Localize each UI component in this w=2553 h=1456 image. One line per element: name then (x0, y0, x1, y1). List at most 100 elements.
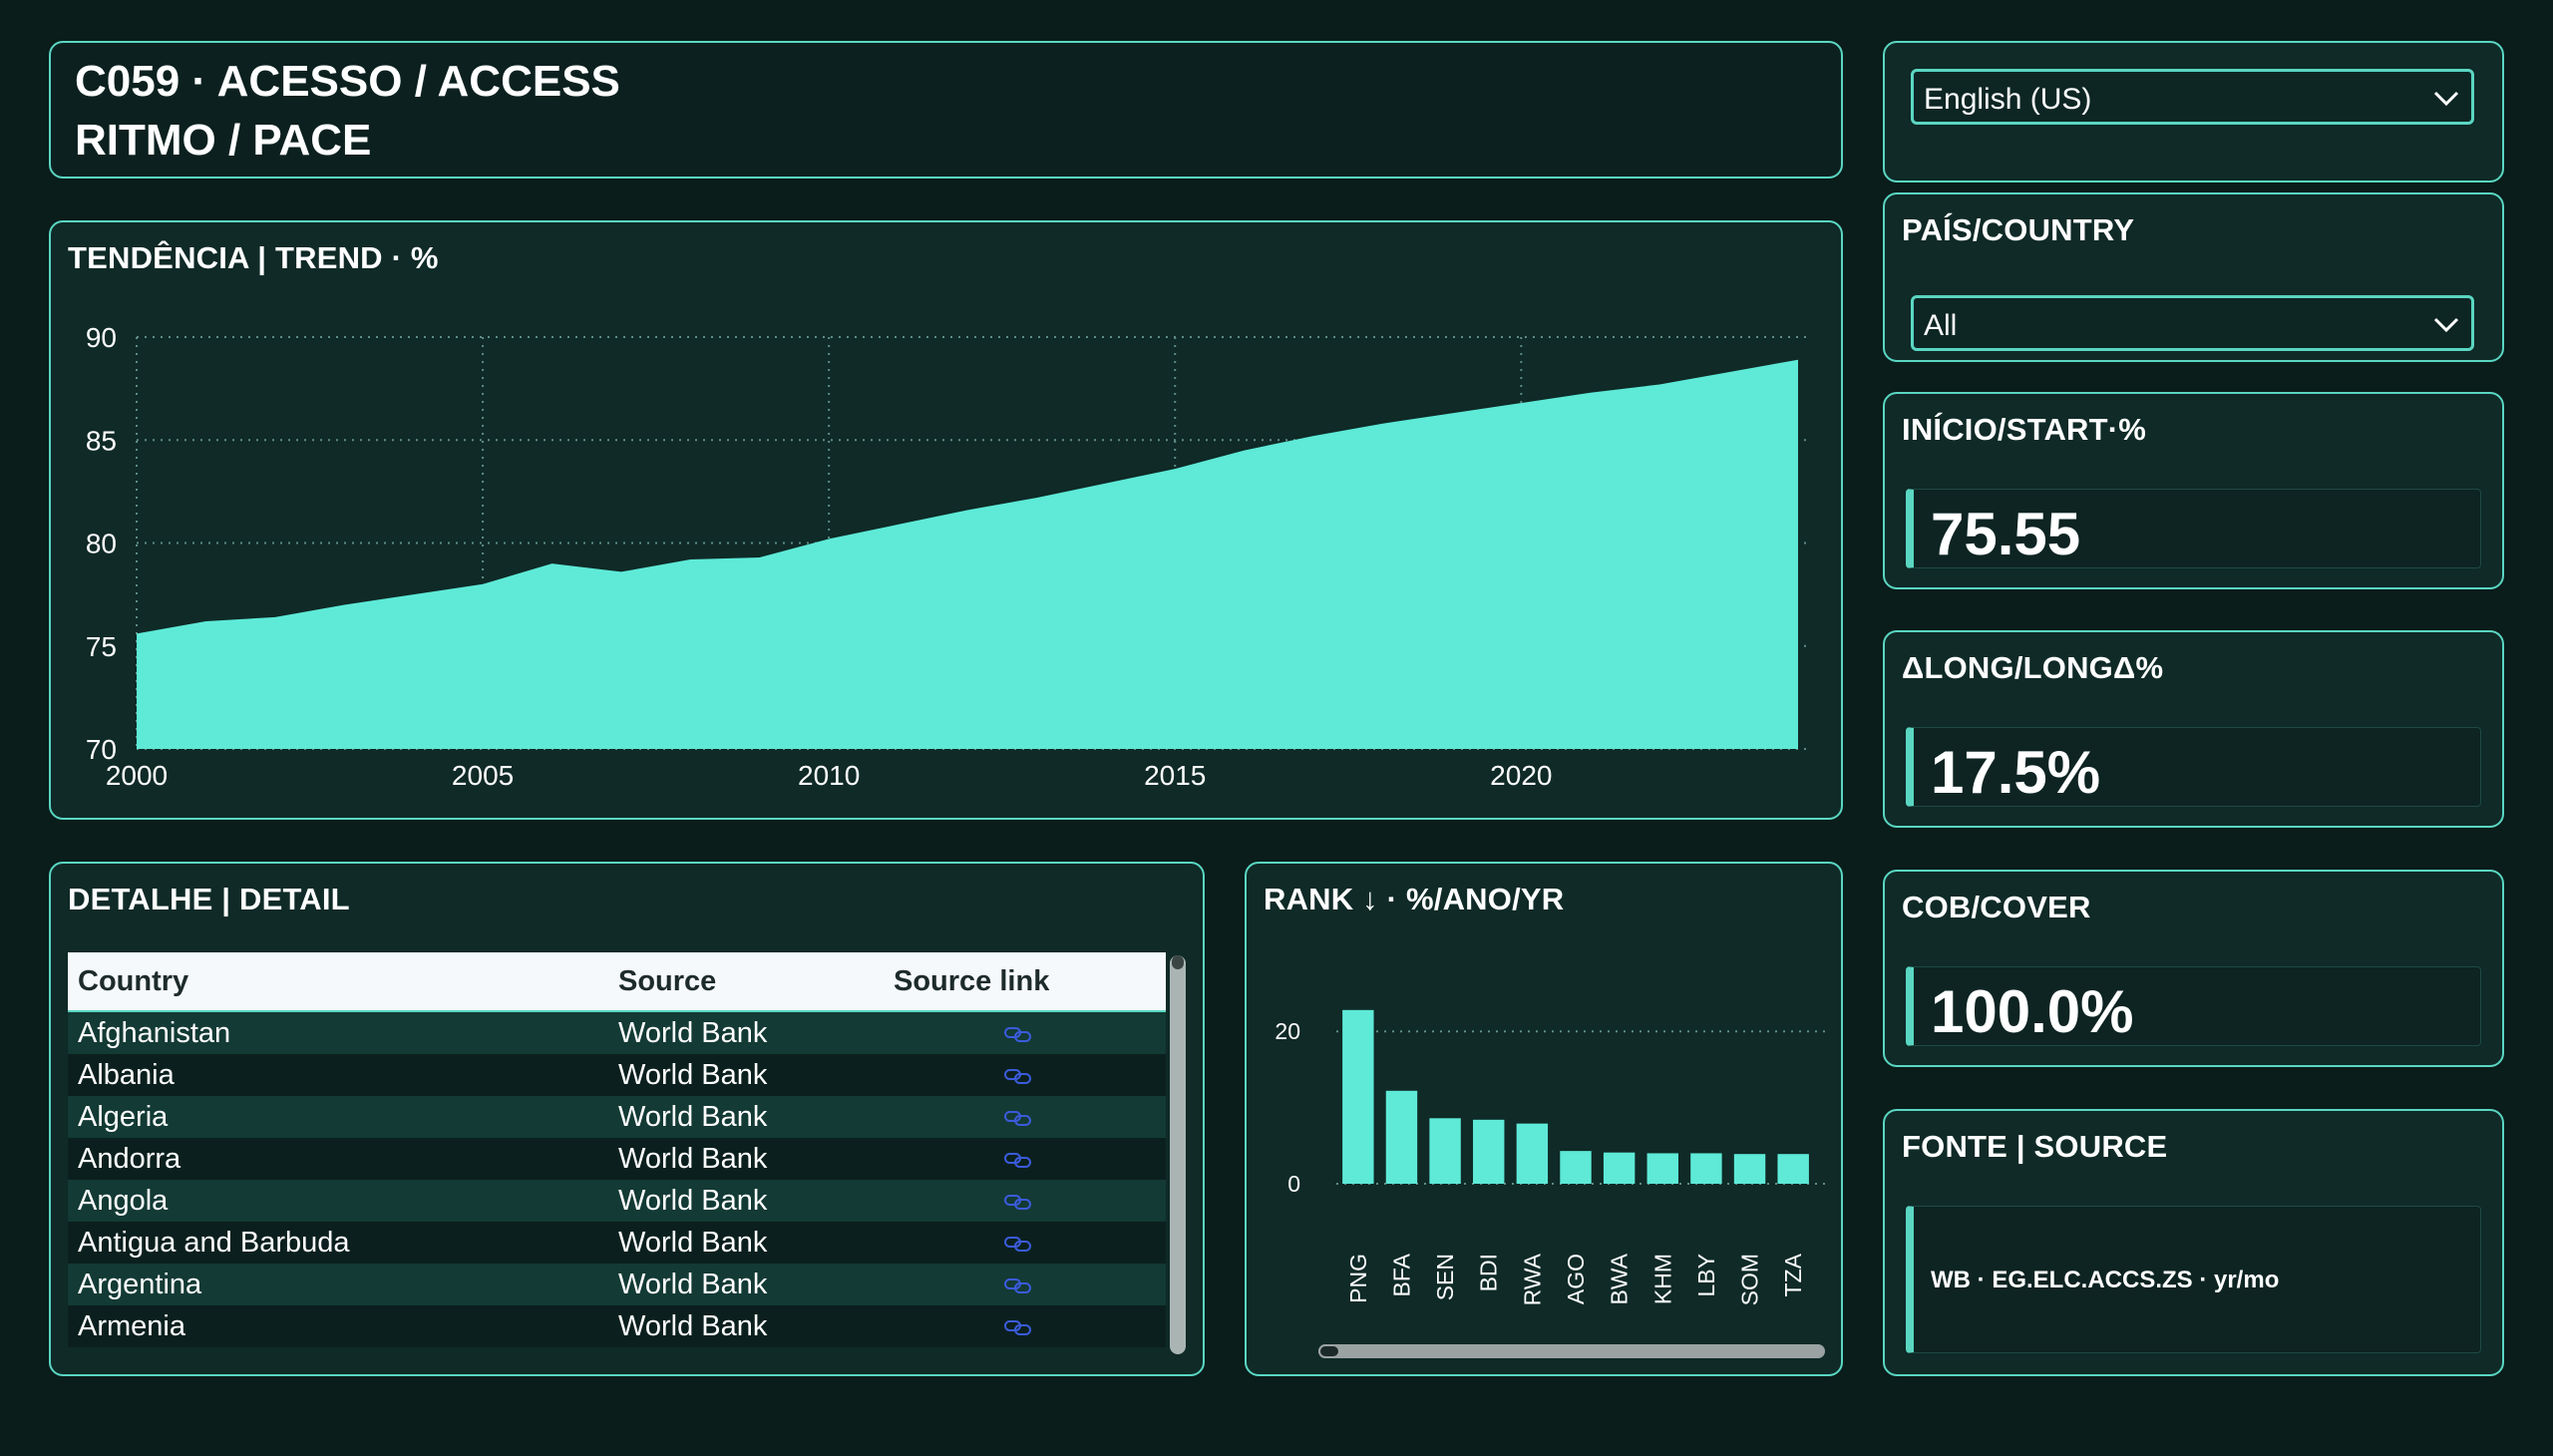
x-tick-label: PNG (1345, 1254, 1371, 1303)
x-tick-label: BFA (1388, 1253, 1414, 1296)
cell-source-link (884, 1264, 1166, 1305)
bar-som (1733, 1154, 1766, 1184)
cell-source-link (884, 1054, 1166, 1096)
y-tick-label: 70 (86, 734, 117, 765)
kpi-delta-card: ΔLONG/LONGΔ% 17.5% (1883, 630, 2504, 828)
rank-scrollbar[interactable] (1318, 1344, 1825, 1358)
rank-scroll-handle[interactable] (1318, 1344, 1340, 1358)
cell-source: World Bank (608, 1180, 884, 1222)
report-subtitle: RITMO / PACE (75, 116, 372, 165)
cell-source: World Bank (608, 1138, 884, 1180)
link-icon[interactable] (1003, 1192, 1033, 1212)
language-dropdown-value: English (US) (1924, 83, 2092, 116)
table-row: Angola World Bank (68, 1180, 1166, 1222)
x-tick-label: SEN (1432, 1254, 1458, 1300)
link-icon[interactable] (1003, 1275, 1033, 1295)
column-header-source[interactable]: Source (608, 952, 884, 1012)
table-row: Afghanistan World Bank (68, 1011, 1166, 1054)
cell-source: World Bank (608, 1096, 884, 1138)
cell-source-link (884, 1305, 1166, 1347)
y-tick-label: 20 (1275, 1018, 1300, 1044)
source-card: FONTE | SOURCE WB · EG.ELC.ACCS.ZS · yr/… (1883, 1109, 2504, 1376)
x-tick-label: BDI (1476, 1254, 1502, 1291)
table-header-row: Country Source Source link (68, 952, 1166, 1012)
y-tick-label: 80 (86, 529, 117, 559)
kpi-cover-value: 100.0% (1931, 978, 2134, 1045)
table-row: Albania World Bank (68, 1054, 1166, 1096)
kpi-start-value: 75.55 (1931, 501, 2081, 567)
y-tick-label: 90 (86, 322, 117, 353)
cell-source: World Bank (608, 1011, 884, 1054)
source-box: WB · EG.ELC.ACCS.ZS · yr/mo (1906, 1206, 2481, 1353)
table-scroll-up-arrow[interactable] (1172, 955, 1184, 969)
chevron-down-icon (2433, 317, 2459, 333)
x-tick-label: TZA (1780, 1253, 1806, 1296)
trend-chart: 70 75 80 85 90 2000 2005 2010 2015 2020 (86, 322, 1808, 791)
rank-chart: 0 20 PNG BFA SEN BDI RWA AGO BWA KHM LBY SOM TZA (1275, 1009, 1825, 1305)
detail-card: DETALHE | DETAIL Country Source Source l… (49, 862, 1205, 1376)
table-row: Armenia World Bank (68, 1305, 1166, 1347)
kpi-cover-title: COB/COVER (1902, 890, 2091, 924)
table-row: Algeria World Bank (68, 1096, 1166, 1138)
x-tick-label: KHM (1649, 1254, 1675, 1304)
kpi-cover-card: COB/COVER 100.0% (1883, 870, 2504, 1067)
rank-title: RANK ↓ · %/ANO/YR (1264, 882, 1565, 916)
language-dropdown[interactable]: English (US) (1911, 69, 2474, 125)
link-icon[interactable] (1003, 1234, 1033, 1254)
column-header-country[interactable]: Country (68, 952, 608, 1012)
link-icon[interactable] (1003, 1317, 1033, 1337)
column-header-source-link[interactable]: Source link (884, 952, 1166, 1012)
x-tick-label: SOM (1737, 1254, 1763, 1305)
source-title: FONTE | SOURCE (1902, 1129, 2168, 1164)
rank-card: RANK ↓ · %/ANO/YR 0 20 PNG BFA SEN BDI RWA AGO B… (1245, 862, 1843, 1376)
report-header: C059 · ACESSO / ACCESS RITMO / PACE (49, 41, 1843, 179)
x-tick-label: 2020 (1490, 760, 1552, 791)
bar-bfa (1385, 1090, 1418, 1184)
country-dropdown[interactable]: All (1911, 295, 2474, 351)
link-icon[interactable] (1003, 1066, 1033, 1086)
cell-source-link (884, 1222, 1166, 1264)
cell-source: World Bank (608, 1264, 884, 1305)
country-dropdown-value: All (1924, 309, 1958, 342)
cell-country: Antigua and Barbuda (68, 1222, 608, 1264)
table-scrollbar[interactable] (1170, 955, 1186, 1354)
kpi-cover-box: 100.0% (1906, 966, 2481, 1046)
chevron-down-icon (2433, 91, 2459, 107)
cell-source: World Bank (608, 1054, 884, 1096)
kpi-delta-box: 17.5% (1906, 727, 2481, 807)
bar-lby (1690, 1153, 1722, 1184)
detail-table: Country Source Source link Afghanistan Wo… (68, 952, 1166, 1347)
bar-tza (1777, 1154, 1809, 1184)
bar-ago (1560, 1151, 1592, 1184)
trend-card: TENDÊNCIA | TREND · % 70 75 80 85 90 2000 2005… (49, 220, 1843, 820)
link-icon[interactable] (1003, 1108, 1033, 1128)
cell-country: Algeria (68, 1096, 608, 1138)
y-tick-label: 75 (86, 631, 117, 662)
y-tick-label: 85 (86, 425, 117, 456)
bar-bdi (1473, 1119, 1505, 1184)
bar-bwa (1603, 1152, 1636, 1184)
cell-country: Albania (68, 1054, 608, 1096)
kpi-start-box: 75.55 (1906, 489, 2481, 568)
table-row: Andorra World Bank (68, 1138, 1166, 1180)
cell-country: Argentina (68, 1264, 608, 1305)
x-tick-label: 2015 (1144, 760, 1206, 791)
cell-country: Angola (68, 1180, 608, 1222)
kpi-start-title: INÍCIO/START·% (1902, 412, 2147, 447)
cell-source-link (884, 1011, 1166, 1054)
trend-area-series (137, 359, 1798, 749)
bar-khm (1646, 1153, 1678, 1184)
x-tick-label: 2010 (798, 760, 860, 791)
cell-source-link (884, 1096, 1166, 1138)
x-tick-label: RWA (1519, 1253, 1545, 1305)
country-filter-card: PAÍS/COUNTRY All (1883, 192, 2504, 362)
kpi-delta-value: 17.5% (1931, 739, 2101, 806)
cell-source: World Bank (608, 1222, 884, 1264)
cell-country: Afghanistan (68, 1011, 608, 1054)
source-text: WB · EG.ELC.ACCS.ZS · yr/mo (1931, 1267, 2280, 1293)
kpi-start-card: INÍCIO/START·% 75.55 (1883, 392, 2504, 589)
link-icon[interactable] (1003, 1150, 1033, 1170)
link-icon[interactable] (1003, 1024, 1033, 1044)
cell-source: World Bank (608, 1305, 884, 1347)
bar-rwa (1516, 1123, 1549, 1184)
